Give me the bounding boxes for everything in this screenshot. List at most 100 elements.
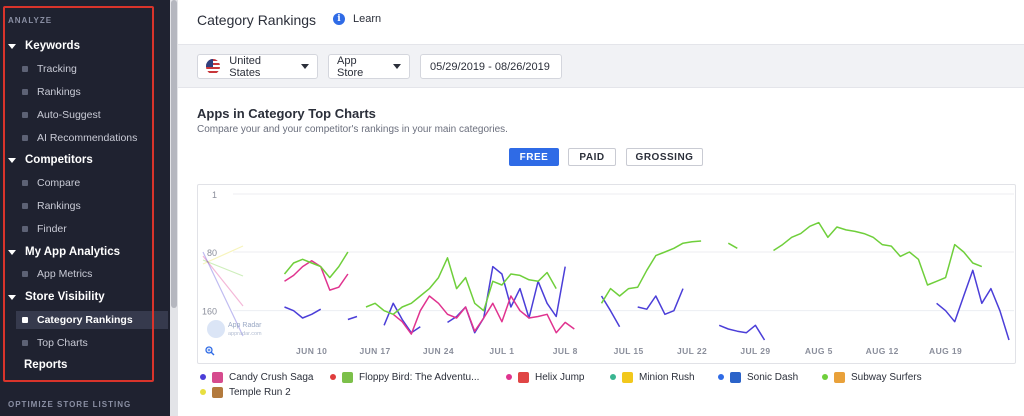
legend-item[interactable]: Sonic Dash [718,370,798,384]
sidebar-item-label: Category Rankings [37,314,133,326]
legend-label: Sonic Dash [747,371,799,383]
sidebar-item-label: Auto-Suggest [37,109,101,121]
floppy-bird-app-icon [342,371,353,383]
sidebar-item-top-charts[interactable]: Top Charts [22,334,88,352]
toggle-grossing[interactable]: GROSSING [626,148,703,166]
country-value: United States [229,54,262,79]
x-tick-label: JUN 17 [359,346,390,356]
caret-down-icon [8,157,16,163]
y-tick-label: 80 [207,248,217,258]
sidebar-group-label: Competitors [25,154,93,166]
app-radar-watermark: App Radar appradar.com [207,320,262,338]
series-line [283,251,349,279]
bullet-icon [22,135,28,141]
legend-item[interactable]: Candy Crush Saga [200,370,314,384]
sidebar-scrollbar-thumb[interactable] [171,0,177,308]
sidebar-group-keywords[interactable]: Keywords [8,40,80,52]
watermark-line2: appradar.com [228,331,262,337]
sidebar-item-label: Finder [37,223,67,235]
series-line [600,295,621,328]
sidebar-group-label: Store Visibility [25,291,105,303]
x-tick-label: JUL 22 [677,346,707,356]
sidebar-item-keyword-rankings[interactable]: Rankings [22,83,81,101]
series-line [284,260,349,291]
chevron-down-icon [393,64,401,69]
sidebar-group-my-app-analytics[interactable]: My App Analytics [8,246,120,258]
section-title: Apps in Category Top Charts [197,106,376,121]
zoom-icon[interactable] [205,346,215,356]
legend-item[interactable]: Helix Jump [506,370,584,384]
store-dropdown[interactable]: App Store [328,54,410,79]
x-tick-label: JUL 8 [553,346,578,356]
candy-crush-app-icon [212,371,223,383]
caret-down-icon [8,294,16,300]
axis-fan-line [202,255,244,307]
series-line [447,265,566,334]
watermark-line1: App Radar [228,322,262,329]
sidebar-item-tracking[interactable]: Tracking [22,60,77,78]
country-dropdown[interactable]: United States [197,54,318,79]
series-line [718,324,766,341]
sidebar-item-label: App Metrics [37,268,93,280]
axis-fan-line [202,251,244,337]
legend-color-dot [200,389,206,395]
legend-color-dot [506,374,512,380]
sidebar-section-optimize: OPTIMIZE STORE LISTING [8,400,132,409]
bullet-icon [22,180,28,186]
series-line [600,240,702,304]
legend-label: Helix Jump [535,371,585,383]
x-tick-label: AUG 19 [929,346,962,356]
legend-label: Subway Surfers [851,371,922,383]
x-tick-label: JUN 24 [423,346,454,356]
bullet-icon [22,271,28,277]
sidebar-group-label: Keywords [25,40,80,52]
sidebar-group-competitors[interactable]: Competitors [8,154,93,166]
sidebar-item-label: AI Recommendations [37,132,138,144]
chart-container [197,184,1016,364]
series-line [773,221,983,286]
ranking-line-chart: 1 80 160 JUN 10 JUN 17 JUN 24 JUL 1 JUL 8 JUL 15… [202,190,1014,356]
series-line [347,315,358,321]
sidebar-item-app-metrics[interactable]: App Metrics [22,265,92,283]
legend-color-dot [718,374,724,380]
learn-link[interactable]: i Learn [333,13,381,25]
sidebar: ANALYZE Keywords Tracking Rankings Auto-… [0,0,170,416]
sidebar-item-ai-recommendations[interactable]: AI Recommendations [22,129,137,147]
sidebar-item-auto-suggest[interactable]: Auto-Suggest [22,106,101,124]
series-line [284,306,322,319]
sidebar-group-label: My App Analytics [25,246,120,258]
y-tick-label: 160 [202,307,217,317]
x-tick-label: JUN 10 [296,346,327,356]
legend-color-dot [610,374,616,380]
filter-bar [178,44,1024,88]
bullet-icon [22,66,28,72]
legend-item[interactable]: Minion Rush [610,370,695,384]
sidebar-item-finder[interactable]: Finder [22,220,67,238]
sonic-dash-app-icon [730,371,741,383]
sidebar-item-label: Tracking [37,63,77,75]
legend-item[interactable]: Temple Run 2 [200,385,291,399]
sidebar-item-competitor-rankings[interactable]: Rankings [22,197,81,215]
toggle-free[interactable]: FREE [509,148,559,166]
sidebar-group-store-visibility[interactable]: Store Visibility [8,291,105,303]
info-icon: i [333,13,345,25]
legend-label: Minion Rush [639,371,695,383]
toggle-paid[interactable]: PAID [568,148,616,166]
chevron-down-icon [301,64,309,69]
x-tick-label: JUL 29 [740,346,770,356]
sidebar-item-category-rankings[interactable]: Category Rankings [16,311,168,329]
bullet-icon [22,89,28,95]
sidebar-item-reports[interactable]: Reports [24,359,68,371]
series-line [936,269,1010,341]
date-range-picker[interactable]: 05/29/2019 - 08/26/2019 [420,54,562,79]
sidebar-item-compare[interactable]: Compare [22,174,80,192]
legend-item[interactable]: Subway Surfers [822,370,922,384]
date-range-value: 05/29/2019 - 08/26/2019 [430,60,550,73]
series-line [383,302,421,334]
helix-jump-app-icon [518,371,529,383]
sidebar-item-label: Rankings [37,86,81,98]
temple-run-app-icon [212,386,223,398]
legend-item[interactable]: Floppy Bird: The Adventu... [330,370,479,384]
x-tick-label: AUG 12 [866,346,899,356]
legend-label: Temple Run 2 [229,386,291,398]
